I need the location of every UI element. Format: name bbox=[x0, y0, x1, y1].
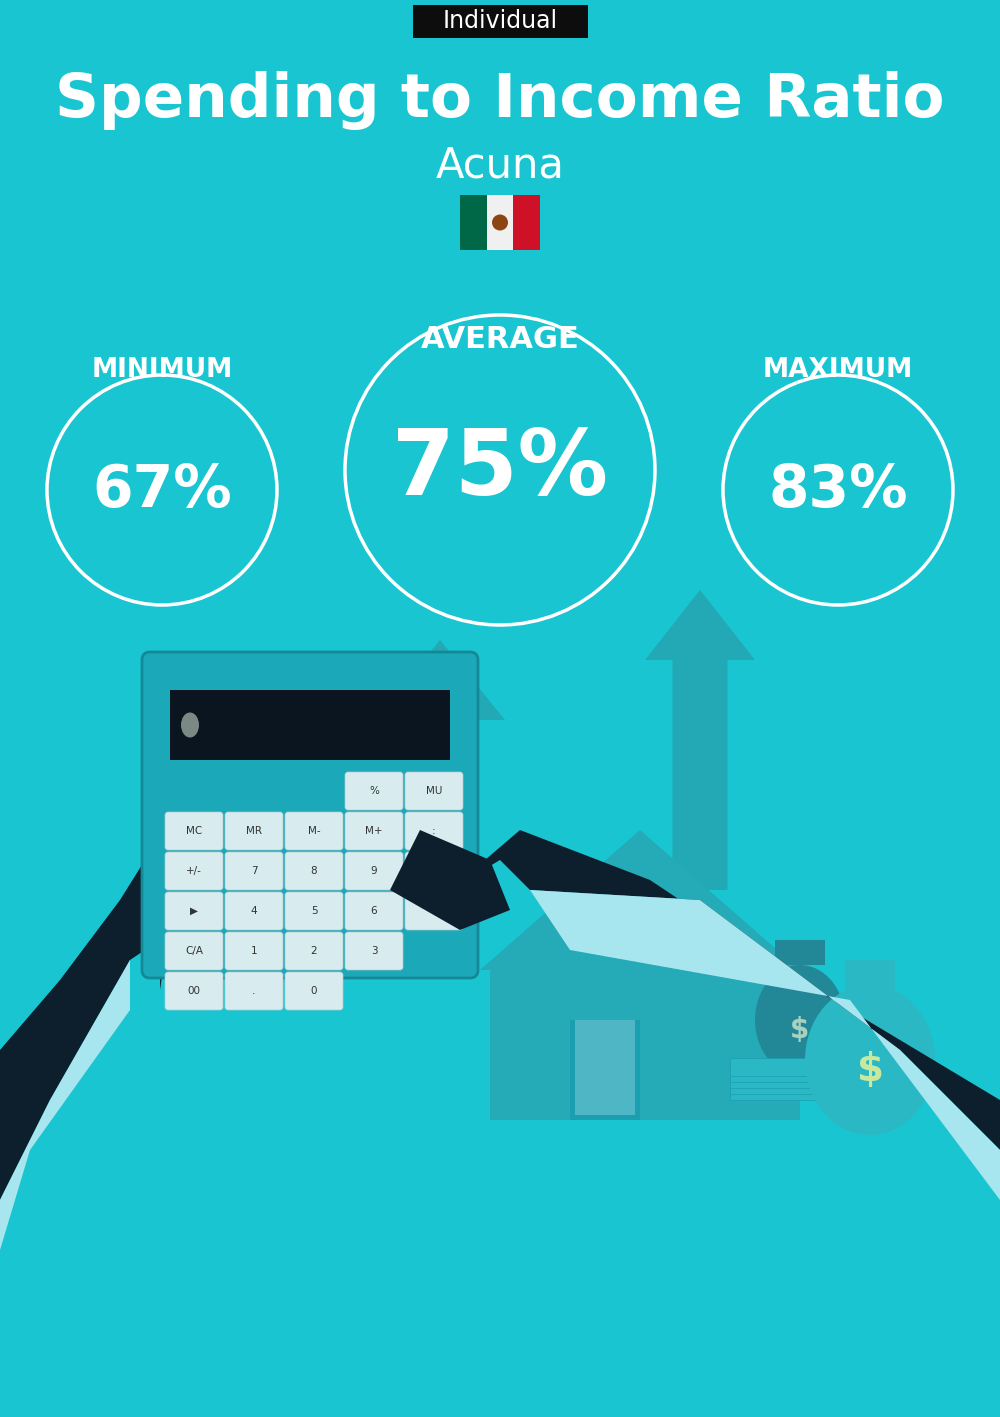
Text: MR: MR bbox=[246, 826, 262, 836]
Text: 1: 1 bbox=[251, 947, 257, 956]
Bar bbox=[487, 196, 513, 249]
Text: 6: 6 bbox=[371, 905, 377, 915]
FancyBboxPatch shape bbox=[405, 812, 463, 850]
FancyBboxPatch shape bbox=[225, 812, 283, 850]
Polygon shape bbox=[450, 830, 1000, 1417]
FancyBboxPatch shape bbox=[413, 6, 588, 38]
Bar bbox=[845, 959, 895, 990]
FancyBboxPatch shape bbox=[345, 932, 403, 971]
Text: 3: 3 bbox=[371, 947, 377, 956]
FancyBboxPatch shape bbox=[165, 972, 223, 1010]
Ellipse shape bbox=[805, 985, 935, 1135]
FancyBboxPatch shape bbox=[165, 932, 223, 971]
Bar bbox=[730, 1083, 830, 1100]
FancyBboxPatch shape bbox=[285, 972, 343, 1010]
Text: 75%: 75% bbox=[392, 427, 608, 514]
Text: 00: 00 bbox=[188, 986, 200, 996]
Bar bbox=[730, 1076, 830, 1094]
Text: .: . bbox=[252, 986, 256, 996]
FancyBboxPatch shape bbox=[345, 891, 403, 930]
FancyBboxPatch shape bbox=[285, 891, 343, 930]
Bar bbox=[775, 939, 825, 965]
FancyBboxPatch shape bbox=[345, 852, 403, 890]
FancyBboxPatch shape bbox=[225, 852, 283, 890]
Text: Spending to Income Ratio: Spending to Income Ratio bbox=[55, 71, 945, 129]
FancyBboxPatch shape bbox=[225, 891, 283, 930]
Bar bbox=[575, 1020, 635, 1115]
Text: 4: 4 bbox=[251, 905, 257, 915]
Polygon shape bbox=[530, 890, 1000, 1200]
Text: ▶: ▶ bbox=[190, 905, 198, 915]
FancyBboxPatch shape bbox=[345, 772, 403, 811]
Text: 8: 8 bbox=[311, 866, 317, 876]
Text: M-: M- bbox=[308, 826, 320, 836]
Polygon shape bbox=[645, 589, 755, 890]
Text: Individual: Individual bbox=[442, 10, 558, 34]
FancyBboxPatch shape bbox=[285, 812, 343, 850]
Text: 2: 2 bbox=[311, 947, 317, 956]
FancyBboxPatch shape bbox=[142, 652, 478, 978]
FancyBboxPatch shape bbox=[225, 972, 283, 1010]
Bar bbox=[460, 196, 487, 249]
Polygon shape bbox=[390, 830, 510, 930]
FancyBboxPatch shape bbox=[285, 932, 343, 971]
FancyBboxPatch shape bbox=[405, 891, 463, 930]
Text: 5: 5 bbox=[311, 905, 317, 915]
Text: Acuna: Acuna bbox=[436, 145, 564, 186]
Text: MU: MU bbox=[426, 786, 442, 796]
FancyBboxPatch shape bbox=[405, 772, 463, 811]
Text: M+: M+ bbox=[365, 826, 383, 836]
Polygon shape bbox=[480, 830, 800, 971]
Ellipse shape bbox=[181, 713, 199, 737]
FancyBboxPatch shape bbox=[405, 852, 463, 890]
Text: 0: 0 bbox=[311, 986, 317, 996]
FancyBboxPatch shape bbox=[285, 852, 343, 890]
Text: $: $ bbox=[790, 1016, 810, 1044]
Bar bbox=[730, 1064, 830, 1083]
Text: x: x bbox=[431, 866, 437, 876]
Bar bbox=[570, 1020, 640, 1119]
Polygon shape bbox=[0, 720, 200, 1417]
FancyBboxPatch shape bbox=[165, 812, 223, 850]
Bar bbox=[513, 196, 540, 249]
FancyBboxPatch shape bbox=[165, 891, 223, 930]
Text: 9: 9 bbox=[371, 866, 377, 876]
Bar bbox=[620, 870, 650, 920]
Circle shape bbox=[492, 214, 508, 231]
Bar bbox=[170, 690, 450, 760]
Text: -: - bbox=[432, 905, 436, 915]
Text: +/-: +/- bbox=[186, 866, 202, 876]
Text: $: $ bbox=[856, 1051, 884, 1090]
Bar bbox=[490, 971, 800, 1119]
Text: AVERAGE: AVERAGE bbox=[421, 326, 579, 354]
Ellipse shape bbox=[755, 965, 845, 1076]
Text: :: : bbox=[432, 826, 436, 836]
Text: 67%: 67% bbox=[92, 462, 232, 519]
Text: %: % bbox=[369, 786, 379, 796]
Polygon shape bbox=[0, 959, 130, 1250]
FancyBboxPatch shape bbox=[225, 932, 283, 971]
Bar bbox=[730, 1070, 830, 1088]
Text: C/A: C/A bbox=[185, 947, 203, 956]
FancyBboxPatch shape bbox=[165, 852, 223, 890]
Text: 83%: 83% bbox=[768, 462, 908, 519]
FancyBboxPatch shape bbox=[345, 812, 403, 850]
Text: MC: MC bbox=[186, 826, 202, 836]
Bar bbox=[730, 1058, 830, 1076]
Text: MAXIMUM: MAXIMUM bbox=[763, 357, 913, 383]
Text: 7: 7 bbox=[251, 866, 257, 876]
Text: MINIMUM: MINIMUM bbox=[91, 357, 233, 383]
Polygon shape bbox=[375, 640, 505, 920]
